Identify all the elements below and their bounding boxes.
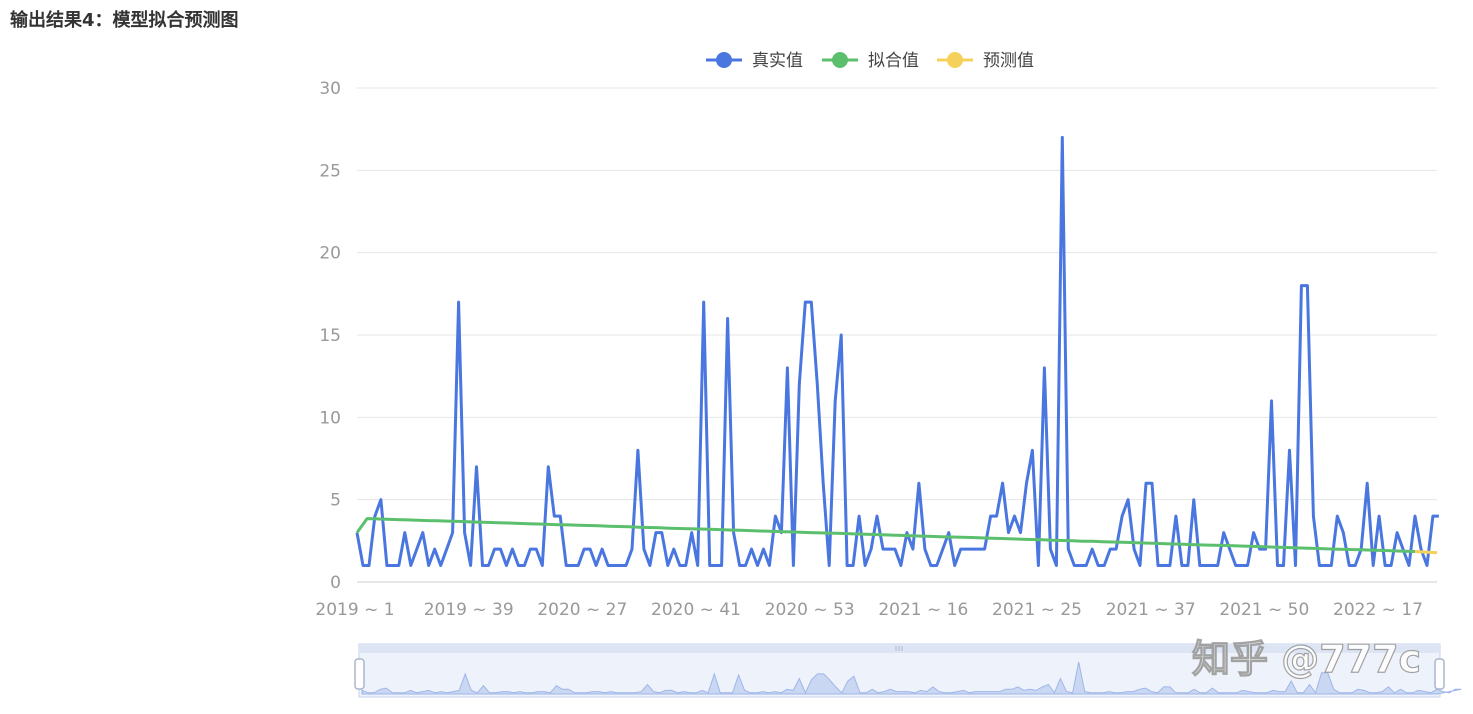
x-tick-label: 2020 ~ 27 bbox=[537, 600, 627, 620]
x-tick-label: 2021 ~ 16 bbox=[878, 600, 968, 620]
y-tick-label: 30 bbox=[319, 79, 341, 99]
x-tick-label: 2020 ~ 41 bbox=[651, 600, 741, 620]
x-tick-label: 2019 ~ 39 bbox=[424, 600, 514, 620]
x-tick-label: 2021 ~ 25 bbox=[992, 600, 1082, 620]
legend-item-forecast[interactable]: 预测值 bbox=[937, 51, 1034, 71]
legend-marker bbox=[947, 52, 963, 68]
slider-handle-right[interactable] bbox=[1434, 658, 1445, 690]
slider-handle-left[interactable] bbox=[354, 658, 365, 690]
y-tick-label: 0 bbox=[330, 573, 341, 593]
series-line-forecast bbox=[1414, 550, 1438, 555]
series-lines bbox=[355, 135, 1439, 567]
x-tick-label: 2021 ~ 50 bbox=[1219, 600, 1309, 620]
slider-preview bbox=[361, 661, 1462, 695]
x-tick-label: 2022 ~ 17 bbox=[1333, 600, 1423, 620]
y-tick-label: 10 bbox=[319, 408, 341, 428]
x-tick-label: 2020 ~ 53 bbox=[765, 600, 855, 620]
legend-label: 真实值 bbox=[752, 51, 803, 71]
grid-lines bbox=[357, 87, 1437, 583]
series-line-actual bbox=[355, 135, 1439, 567]
legend-marker bbox=[716, 52, 732, 68]
x-tick-label: 2021 ~ 37 bbox=[1106, 600, 1196, 620]
series-line-fitted bbox=[355, 517, 1416, 553]
watermark: 知乎 @777c bbox=[1192, 637, 1421, 681]
y-axis: 0 5 10 15 20 25 30 bbox=[319, 79, 341, 593]
zoom-slider[interactable] bbox=[354, 643, 1462, 698]
legend-item-actual[interactable]: 真实值 bbox=[706, 51, 803, 71]
y-tick-label: 20 bbox=[319, 244, 341, 264]
legend-item-fitted[interactable]: 拟合值 bbox=[822, 51, 919, 71]
y-tick-label: 25 bbox=[319, 161, 341, 181]
y-tick-label: 15 bbox=[319, 326, 341, 346]
legend-marker bbox=[832, 52, 848, 68]
x-tick-label: 2019 ~ 1 bbox=[315, 600, 394, 620]
legend: 真实值 拟合值 预测值 bbox=[706, 51, 1034, 71]
legend-label: 拟合值 bbox=[868, 51, 919, 71]
page-heading: 输出结果4：模型拟合预测图 bbox=[10, 10, 239, 31]
legend-label: 预测值 bbox=[983, 51, 1034, 71]
y-tick-label: 5 bbox=[330, 491, 341, 511]
x-axis: 2019 ~ 1 2019 ~ 39 2020 ~ 27 2020 ~ 41 2020 … bbox=[315, 600, 1423, 620]
